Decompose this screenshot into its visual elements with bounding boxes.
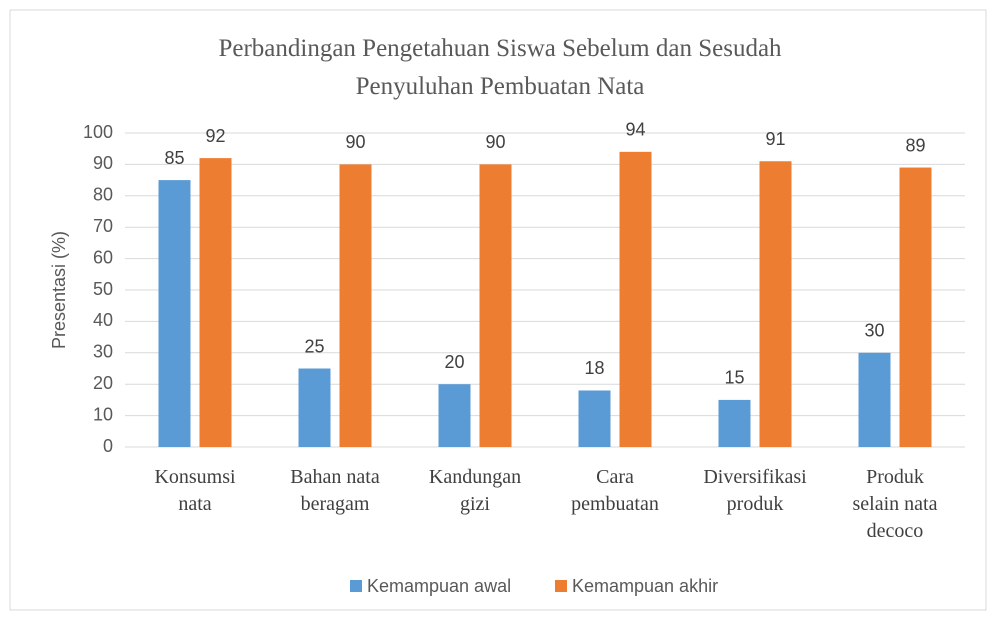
y-tick-label: 100: [83, 122, 113, 142]
data-label: 90: [345, 132, 365, 152]
y-axis-title: Presentasi (%): [49, 231, 69, 349]
x-tick-label: Kandungan gizi: [429, 466, 521, 515]
chart-title: Perbandingan Pengetahuan Siswa Sebelum d…: [218, 35, 782, 100]
data-label: 18: [584, 358, 604, 378]
bar: [199, 158, 232, 447]
x-tick-label: Konsumsi nata: [154, 466, 236, 515]
bar: [158, 180, 191, 447]
y-tick-label: 0: [103, 436, 113, 456]
bar: [479, 164, 512, 447]
data-label: 89: [905, 135, 925, 155]
x-tick-label: Bahan nata beragam: [290, 466, 380, 515]
y-tick-label: 50: [93, 279, 113, 299]
bar: [858, 352, 891, 447]
x-tick-label: Cara pembuatan: [571, 466, 659, 515]
bar: [718, 399, 751, 447]
legend-swatch: [350, 580, 362, 592]
y-tick-label: 40: [93, 310, 113, 330]
bar: [759, 161, 792, 447]
y-tick-label: 60: [93, 247, 113, 267]
legend-label: Kemampuan akhir: [572, 576, 718, 596]
y-tick-label: 80: [93, 185, 113, 205]
data-label: 85: [164, 148, 184, 168]
x-tick-label: Produk selain nata decoco: [853, 466, 938, 542]
bar: [438, 384, 471, 447]
data-label: 20: [444, 352, 464, 372]
y-tick-label: 30: [93, 342, 113, 362]
data-label: 92: [205, 126, 225, 146]
bar: [899, 167, 932, 448]
legend-swatch: [555, 580, 567, 592]
bar: [578, 390, 611, 447]
y-tick-label: 10: [93, 404, 113, 424]
y-tick-label: 70: [93, 216, 113, 236]
y-tick-label: 20: [93, 373, 113, 393]
bar: [339, 164, 372, 447]
x-tick-label: Diversifikasi produk: [703, 466, 807, 515]
data-label: 30: [864, 321, 884, 341]
y-tick-label: 90: [93, 153, 113, 173]
data-label: 15: [724, 368, 744, 388]
data-label: 94: [625, 120, 645, 140]
data-label: 90: [485, 132, 505, 152]
legend-label: Kemampuan awal: [367, 576, 511, 596]
bar: [619, 151, 652, 447]
data-label: 25: [304, 336, 324, 356]
bar: [298, 368, 331, 447]
data-label: 91: [765, 129, 785, 149]
